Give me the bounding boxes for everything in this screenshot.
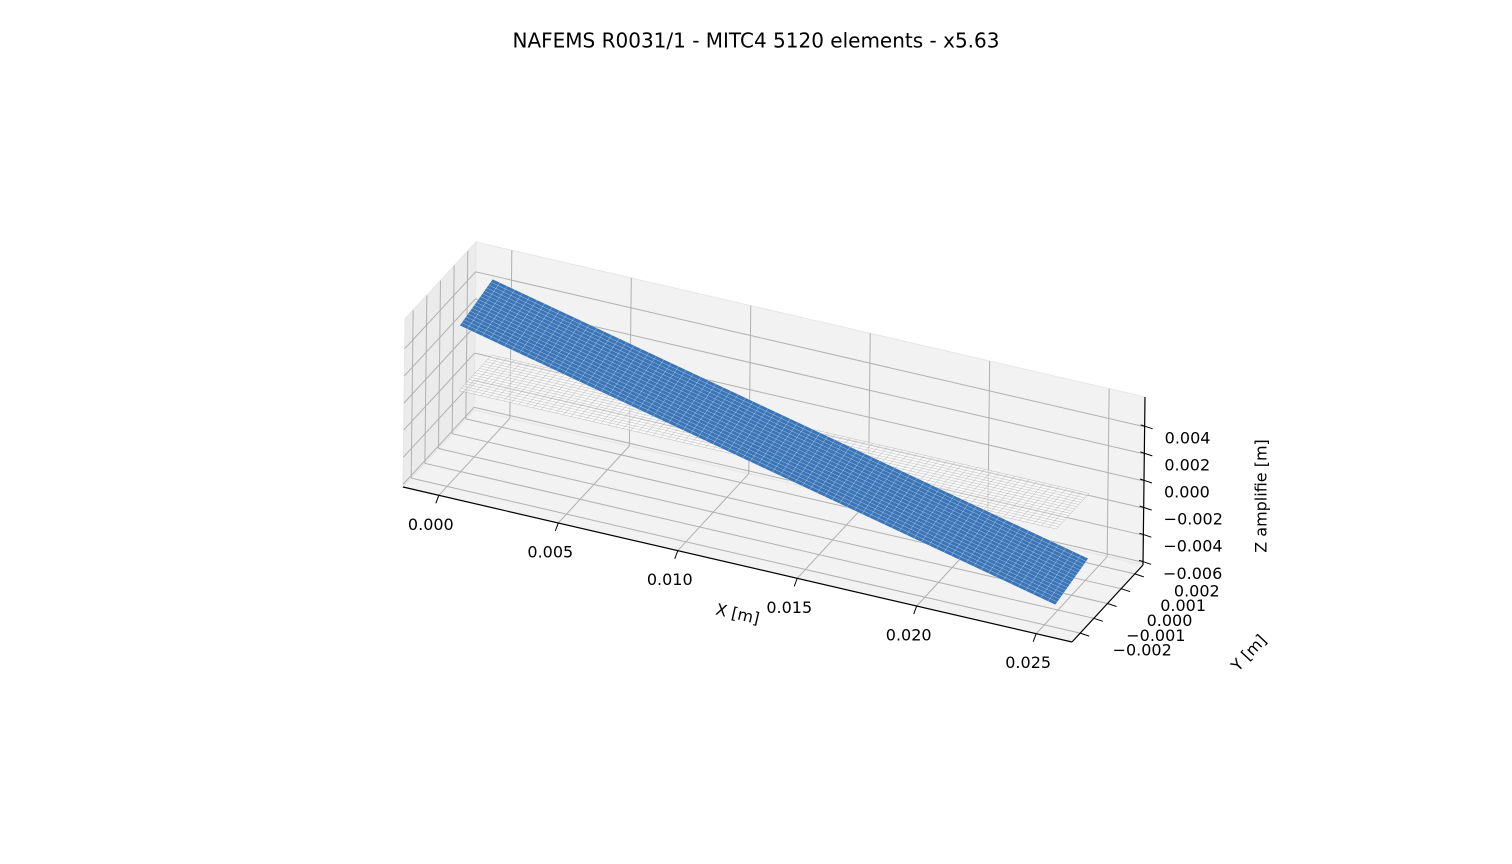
grid-line [403, 325, 476, 404]
mesh-line [480, 296, 1077, 577]
tick [793, 578, 798, 587]
mesh-line [484, 290, 1081, 571]
z-tick-label: −0.006 [1163, 564, 1222, 583]
z-tick-label: −0.004 [1163, 537, 1222, 556]
mesh-line [469, 310, 1066, 591]
mesh-line [474, 305, 1070, 585]
y-tick-label: −0.001 [1126, 626, 1185, 645]
tick [1140, 451, 1153, 457]
y-tick-label: 0.002 [1174, 581, 1220, 600]
y-tick-label: 0.001 [1160, 596, 1206, 615]
axis-line [1142, 396, 1146, 566]
grid-line [411, 477, 1081, 634]
tick [1080, 632, 1090, 637]
tick [913, 605, 918, 615]
mesh-line [476, 302, 1072, 582]
axis-line [402, 486, 1073, 643]
x-tick-label: 0.000 [408, 515, 454, 534]
tick [1134, 573, 1144, 578]
mesh-line [490, 281, 1087, 562]
mesh-line [465, 316, 1062, 597]
tick [1120, 588, 1131, 593]
x-tick-label: 0.005 [527, 542, 573, 561]
tick [435, 495, 440, 504]
mesh-line [471, 307, 1068, 588]
tick [554, 522, 559, 532]
tick [674, 550, 679, 559]
z-axis-label: Z amplifie [m] [1252, 439, 1271, 553]
tick [1139, 478, 1153, 484]
tick [1139, 505, 1152, 511]
tick [1138, 559, 1152, 565]
grid-line [404, 271, 477, 350]
grid-line [475, 271, 1145, 428]
y-tick-label: 0.000 [1147, 611, 1193, 630]
mesh-line [482, 293, 1079, 574]
mesh-line [467, 313, 1064, 594]
tick [1140, 424, 1153, 430]
mesh-line [459, 325, 1056, 606]
grid-line [402, 406, 475, 485]
mesh-line [463, 319, 1060, 600]
mesh-line [459, 279, 493, 326]
x-tick-label: 0.010 [647, 570, 693, 589]
x-tick-label: 0.015 [766, 598, 812, 617]
y-tick-label: −0.002 [1113, 641, 1172, 660]
mesh-line [492, 278, 1089, 559]
chart-title: NAFEMS R0031/1 - MITC4 5120 elements - x… [513, 29, 1000, 53]
z-tick-label: 0.002 [1164, 455, 1210, 474]
x-tick-label: 0.020 [886, 626, 932, 645]
z-tick-label: −0.002 [1164, 510, 1223, 529]
grid-line [438, 448, 1108, 604]
y-axis-label: Y [m] [1226, 631, 1270, 676]
mesh-line [488, 284, 1085, 565]
z-tick-label: 0.004 [1165, 428, 1211, 447]
x-tick-label: 0.025 [1005, 653, 1051, 672]
grid-line [402, 379, 475, 458]
grid-line [424, 462, 1094, 619]
mesh-line [478, 299, 1074, 579]
tick [1032, 633, 1037, 642]
mesh-line [461, 322, 1058, 603]
grid-line [403, 298, 476, 377]
grid-line [403, 352, 476, 431]
mesh-line [486, 287, 1083, 568]
z-tick-label: 0.000 [1164, 483, 1210, 502]
tick [1093, 617, 1104, 622]
tick [1139, 532, 1152, 538]
tick [1107, 603, 1117, 607]
x-axis-label: X [m] [714, 600, 761, 628]
